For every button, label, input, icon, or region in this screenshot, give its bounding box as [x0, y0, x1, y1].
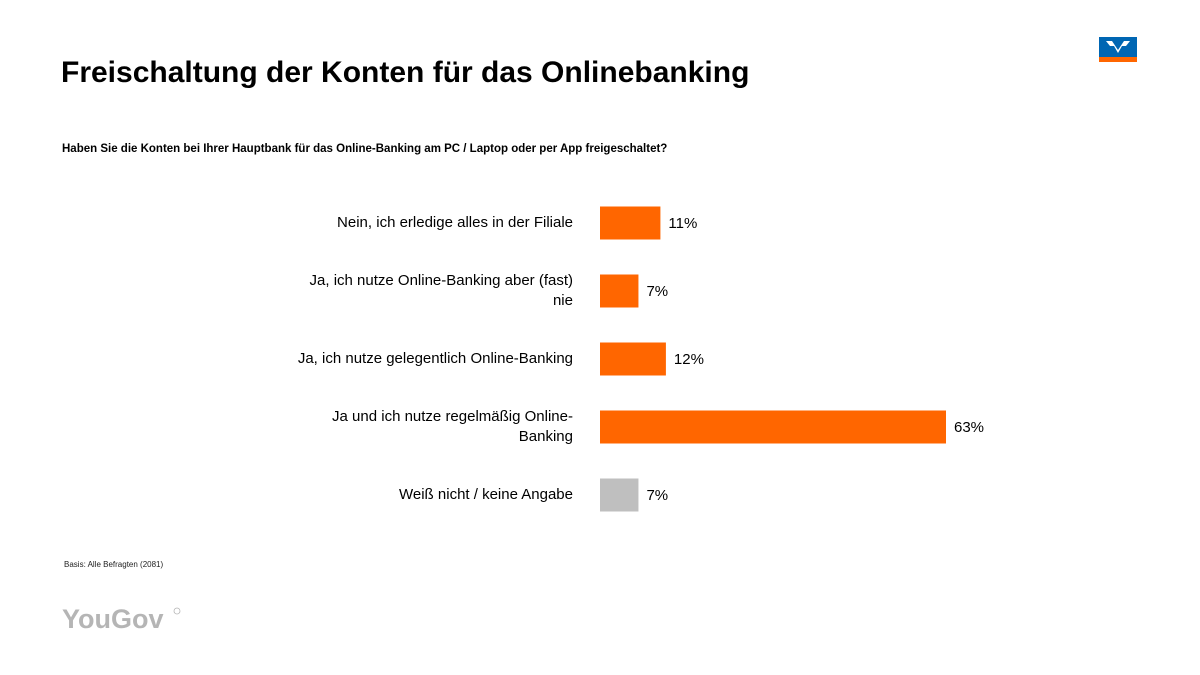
volksbank-logo-icon	[1099, 37, 1137, 62]
basis-footnote: Basis: Alle Befragten (2081)	[64, 560, 164, 569]
data-label: 12%	[674, 351, 704, 368]
yougov-logo-text: YouGov	[62, 604, 164, 633]
category-label: Ja, ich nutze gelegentlich Online-Bankin…	[297, 350, 573, 367]
survey-question: Haben Sie die Konten bei Ihrer Hauptbank…	[62, 143, 668, 155]
category-label: Ja, ich nutze Online-Banking aber (fast)…	[309, 272, 573, 309]
data-label: 11%	[668, 215, 697, 232]
yougov-logo: YouGov	[62, 604, 181, 633]
data-label: 7%	[646, 487, 668, 504]
page-title: Freischaltung der Konten für das Onlineb…	[61, 56, 750, 89]
category-label: Nein, ich erledige alles in der Filiale	[337, 214, 573, 231]
category-label: Ja und ich nutze regelmäßig Online- Banki…	[332, 408, 573, 445]
bar	[600, 478, 639, 512]
data-label: 63%	[954, 419, 984, 436]
bar	[600, 206, 661, 240]
data-label: 7%	[646, 283, 668, 300]
category-label: Weiß nicht / keine Angabe	[399, 486, 573, 503]
bar	[600, 274, 639, 308]
bar	[600, 410, 946, 444]
bar	[600, 342, 666, 376]
